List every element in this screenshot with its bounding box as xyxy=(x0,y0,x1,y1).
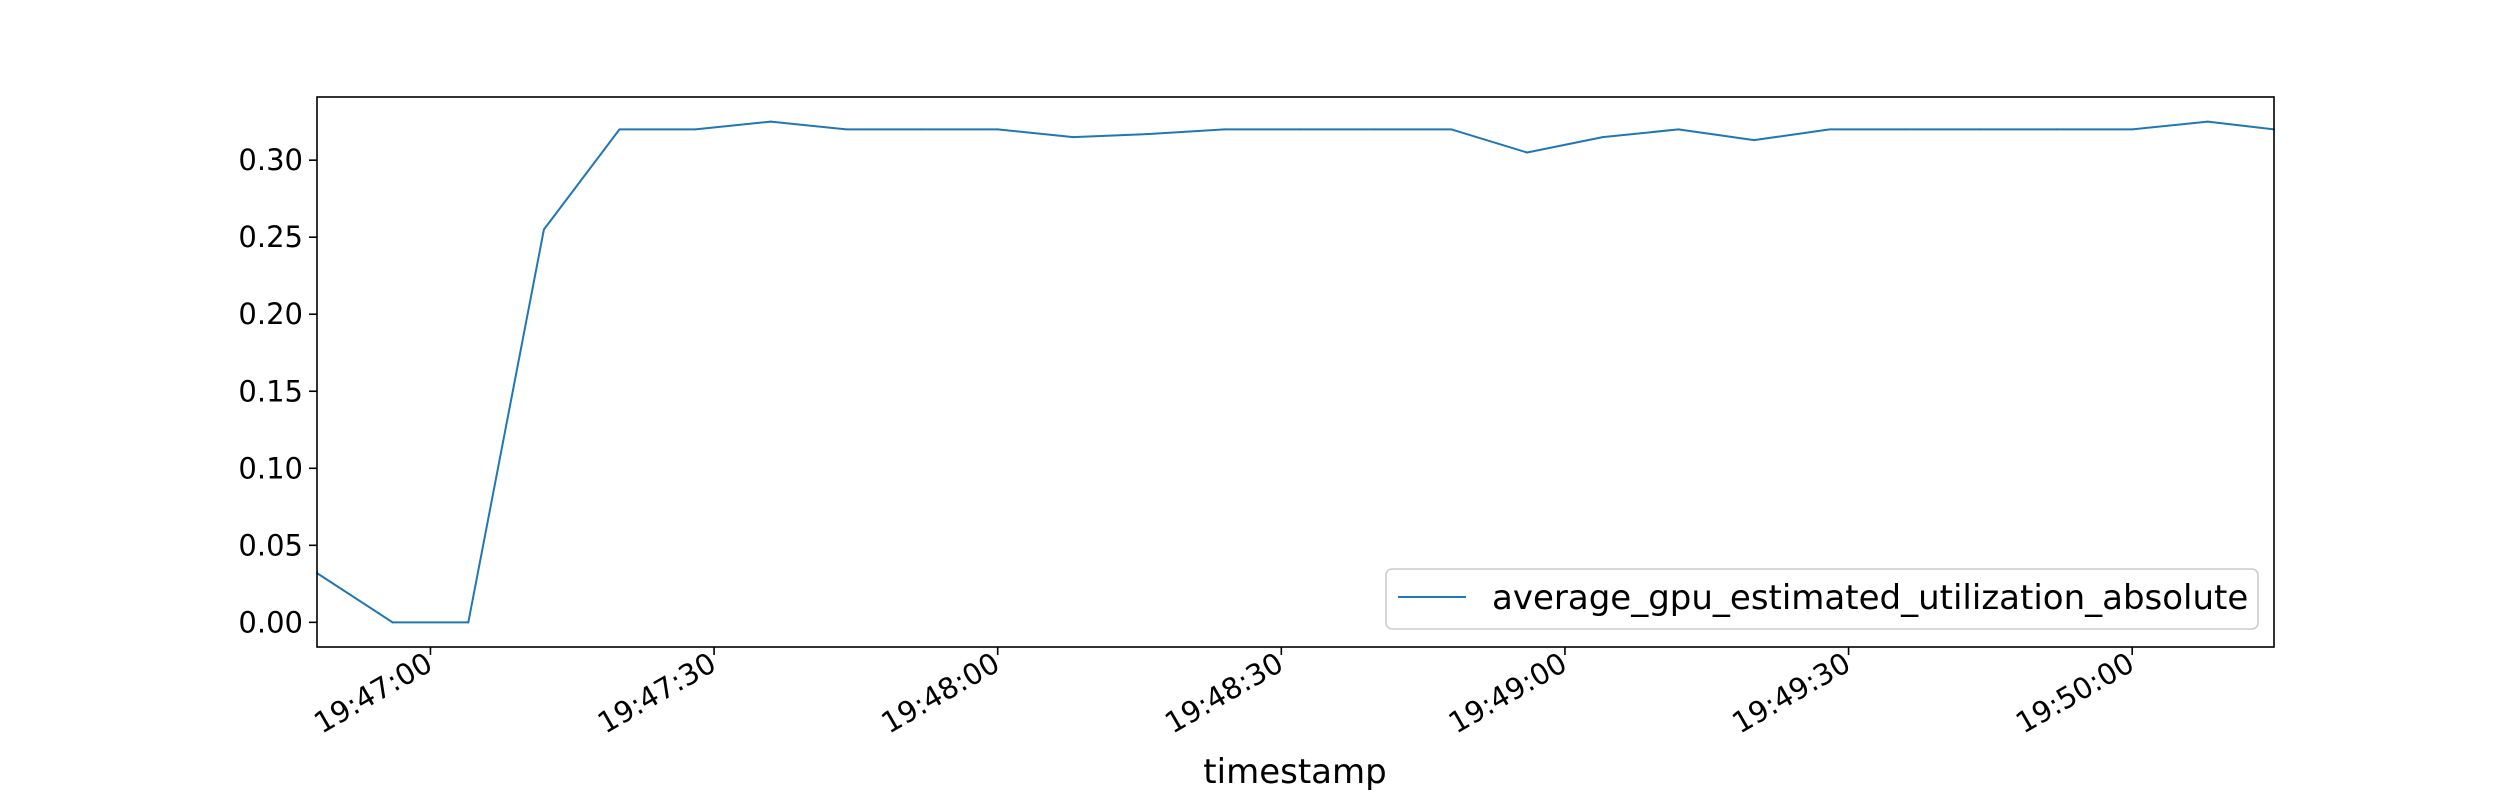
data-point xyxy=(921,128,924,131)
x-axis-title: timestamp xyxy=(1203,752,1386,792)
data-point xyxy=(542,228,545,231)
x-tick-label: 19:49:00 xyxy=(1443,646,1573,741)
data-point xyxy=(1148,133,1150,135)
data-point xyxy=(1374,128,1377,131)
ticks-layer: 0.00 0.05 0.10 0.15 0.20 0.25 0.30 19:47:00 19:4… xyxy=(238,143,2139,740)
data-point xyxy=(694,128,697,131)
y-tick-label: 0.05 xyxy=(238,528,303,562)
series-layer xyxy=(316,120,2275,624)
data-point xyxy=(2131,128,2134,131)
data-point xyxy=(1223,128,1226,131)
data-point xyxy=(1601,136,1604,139)
legend-box xyxy=(1385,568,2259,630)
data-point xyxy=(769,120,772,123)
data-point xyxy=(996,128,999,131)
data-point xyxy=(1979,128,1982,131)
data-point xyxy=(1904,128,1907,131)
data-point xyxy=(2055,128,2058,131)
data-point xyxy=(391,621,394,624)
y-tick-label: 0.00 xyxy=(238,605,303,639)
x-tick-label: 19:47:30 xyxy=(592,646,722,741)
data-point xyxy=(1753,139,1755,142)
y-tick-label: 0.30 xyxy=(238,143,303,177)
legend-label: average_gpu_estimated_utilization_absolu… xyxy=(1492,578,2248,618)
plot-frame xyxy=(316,96,2275,648)
x-tick-label: 19:47:00 xyxy=(308,646,438,741)
data-point xyxy=(1299,128,1302,131)
x-tick-label: 19:50:00 xyxy=(2010,646,2140,741)
data-point xyxy=(1677,128,1680,131)
x-tick-label: 19:48:30 xyxy=(1159,646,1289,741)
data-point xyxy=(1828,128,1831,131)
y-tick-label: 0.15 xyxy=(238,374,303,408)
series-line xyxy=(316,120,2275,624)
data-point xyxy=(2206,120,2209,123)
x-tick-label: 19:49:30 xyxy=(1726,646,1856,741)
y-tick-label: 0.25 xyxy=(238,220,303,254)
data-point xyxy=(1450,128,1453,131)
x-tick-label: 19:48:00 xyxy=(875,646,1005,741)
data-point xyxy=(845,128,848,131)
data-point xyxy=(1072,136,1075,139)
legend: average_gpu_estimated_utilization_absolu… xyxy=(1385,568,2259,630)
y-tick-label: 0.10 xyxy=(238,451,303,485)
data-point xyxy=(1526,151,1529,154)
y-tick-label: 0.20 xyxy=(238,297,303,331)
data-point xyxy=(467,621,470,624)
data-point xyxy=(618,128,621,131)
